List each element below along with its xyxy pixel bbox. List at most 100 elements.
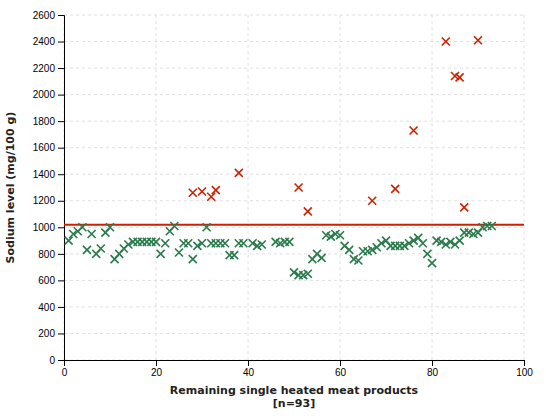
x-axis-title: Remaining single heated meat products[n=… bbox=[170, 384, 419, 410]
x-tick-label: 20 bbox=[151, 367, 163, 378]
point bbox=[428, 259, 436, 267]
grid-line-y bbox=[64, 41, 524, 42]
y-tick-mark bbox=[58, 174, 64, 175]
reference-line bbox=[64, 224, 524, 226]
y-tick: 0 bbox=[49, 355, 64, 366]
x-tick-mark bbox=[524, 360, 525, 366]
x-tick-mark bbox=[248, 360, 249, 366]
y-tick: 600 bbox=[38, 275, 64, 286]
y-tick-mark bbox=[58, 280, 64, 281]
y-tick: 2600 bbox=[33, 10, 64, 21]
grid-line-y bbox=[64, 174, 524, 175]
point bbox=[345, 246, 353, 254]
y-tick-label: 1400 bbox=[33, 169, 56, 180]
grid-line-y bbox=[64, 200, 524, 201]
x-tick-mark bbox=[340, 360, 341, 366]
x-tick-label: 60 bbox=[335, 367, 347, 378]
point bbox=[354, 256, 362, 264]
point bbox=[175, 249, 183, 257]
point bbox=[304, 207, 312, 215]
point bbox=[419, 239, 427, 247]
y-tick-mark bbox=[58, 307, 64, 308]
y-tick-label: 200 bbox=[38, 328, 55, 339]
y-tick-label: 1800 bbox=[33, 116, 56, 127]
point bbox=[65, 237, 73, 245]
x-tick-label: 40 bbox=[243, 367, 255, 378]
y-tick: 1000 bbox=[33, 222, 64, 233]
x-tick-mark bbox=[156, 360, 157, 366]
y-tick: 2400 bbox=[33, 36, 64, 47]
x-tick: 40 bbox=[243, 360, 255, 378]
y-tick-label: 0 bbox=[49, 355, 55, 366]
x-tick: 100 bbox=[516, 360, 533, 378]
point bbox=[198, 239, 206, 247]
x-tick: 80 bbox=[427, 360, 439, 378]
grid-line-x bbox=[248, 15, 249, 360]
point bbox=[235, 169, 243, 177]
point bbox=[318, 254, 326, 262]
x-tick-mark bbox=[432, 360, 433, 366]
y-tick: 1600 bbox=[33, 142, 64, 153]
y-tick-label: 2400 bbox=[33, 36, 56, 47]
grid-line-y bbox=[64, 306, 524, 307]
point bbox=[203, 223, 211, 231]
plot: 0204060801000200400600800100012001400160… bbox=[4, 10, 533, 411]
point bbox=[456, 237, 464, 245]
grid-line-y bbox=[64, 280, 524, 281]
point bbox=[460, 203, 468, 211]
x-axis: 0 20 40 60 80 100 bbox=[62, 360, 534, 378]
y-tick: 1200 bbox=[33, 195, 64, 206]
point bbox=[336, 231, 344, 239]
y-tick-mark bbox=[58, 121, 64, 122]
x-tick: 20 bbox=[151, 360, 163, 378]
point bbox=[304, 270, 312, 278]
y-tick-mark bbox=[58, 95, 64, 96]
point bbox=[295, 184, 303, 192]
y-tick: 2200 bbox=[33, 63, 64, 74]
y-tick: 400 bbox=[38, 302, 64, 313]
point bbox=[488, 222, 496, 230]
y-tick-mark bbox=[58, 201, 64, 202]
point bbox=[161, 239, 169, 247]
point bbox=[78, 223, 86, 231]
grid-line-x bbox=[156, 15, 157, 360]
y-tick-mark bbox=[58, 360, 64, 361]
point bbox=[157, 250, 165, 258]
y-tick-mark bbox=[58, 68, 64, 69]
point bbox=[230, 251, 238, 259]
x-tick-label: 100 bbox=[516, 367, 533, 378]
y-tick: 1400 bbox=[33, 169, 64, 180]
point bbox=[152, 238, 160, 246]
grid-line-y bbox=[64, 68, 524, 69]
point bbox=[391, 185, 399, 193]
y-tick-mark bbox=[58, 42, 64, 43]
y-tick-mark bbox=[58, 15, 64, 16]
point bbox=[410, 126, 418, 134]
point bbox=[212, 186, 220, 194]
point bbox=[106, 223, 114, 231]
point bbox=[88, 230, 96, 238]
point bbox=[368, 197, 376, 205]
point bbox=[423, 250, 431, 258]
y-tick-mark bbox=[58, 254, 64, 255]
grid-line-y bbox=[64, 121, 524, 122]
point bbox=[442, 38, 450, 46]
point bbox=[456, 73, 464, 81]
y-tick-mark bbox=[58, 333, 64, 334]
point bbox=[474, 36, 482, 44]
grid-line-y bbox=[64, 147, 524, 148]
y-tick-label: 1000 bbox=[33, 222, 56, 233]
series bbox=[189, 36, 482, 215]
grid-line-y bbox=[64, 15, 524, 16]
grid-line-y bbox=[64, 94, 524, 95]
grid-line-x bbox=[432, 15, 433, 360]
grid-line-y bbox=[64, 333, 524, 334]
grid-line-y bbox=[64, 227, 524, 228]
series bbox=[65, 222, 496, 279]
grid-line-x bbox=[340, 15, 341, 360]
x-tick-label: 0 bbox=[62, 367, 68, 378]
point bbox=[198, 187, 206, 195]
grid bbox=[64, 15, 524, 360]
y-axis-title: Sodium level (mg/100 g) bbox=[4, 112, 17, 264]
chart: 0204060801000200400600800100012001400160… bbox=[0, 0, 546, 420]
